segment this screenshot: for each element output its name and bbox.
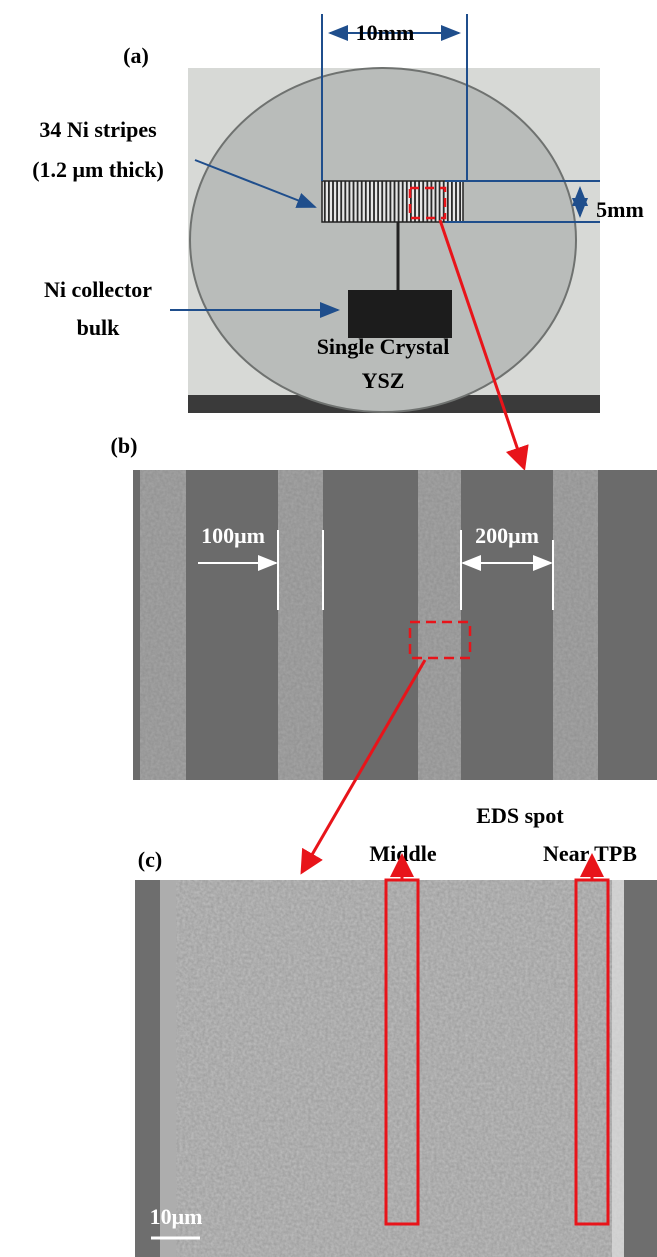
panel-label: (b) <box>111 433 138 458</box>
annotation: 34 Ni stripes <box>39 117 157 142</box>
annotation: EDS spot <box>476 803 564 828</box>
dimension-label: 10mm <box>356 20 415 45</box>
panel-label: (c) <box>138 847 162 872</box>
annotation: bulk <box>77 315 121 340</box>
sem-image-b <box>133 470 657 780</box>
dimension-label: 200μm <box>475 523 539 548</box>
annotation: Near TPB <box>543 841 637 866</box>
dimension-label: 100μm <box>201 523 265 548</box>
annotation: YSZ <box>362 368 405 393</box>
annotation: Ni collector <box>44 277 152 302</box>
sem-image-c <box>135 856 657 1257</box>
dimension-label: 5mm <box>596 197 644 222</box>
figure: (a) 10mm 5mm 34 Ni stripes (1.2 μm thick… <box>0 0 657 1257</box>
scale-bar-label: 10μm <box>150 1204 203 1229</box>
annotation: (1.2 μm thick) <box>32 157 164 182</box>
photo-a <box>188 68 600 413</box>
panel-label: (a) <box>123 43 149 68</box>
annotation: Single Crystal <box>317 334 450 359</box>
